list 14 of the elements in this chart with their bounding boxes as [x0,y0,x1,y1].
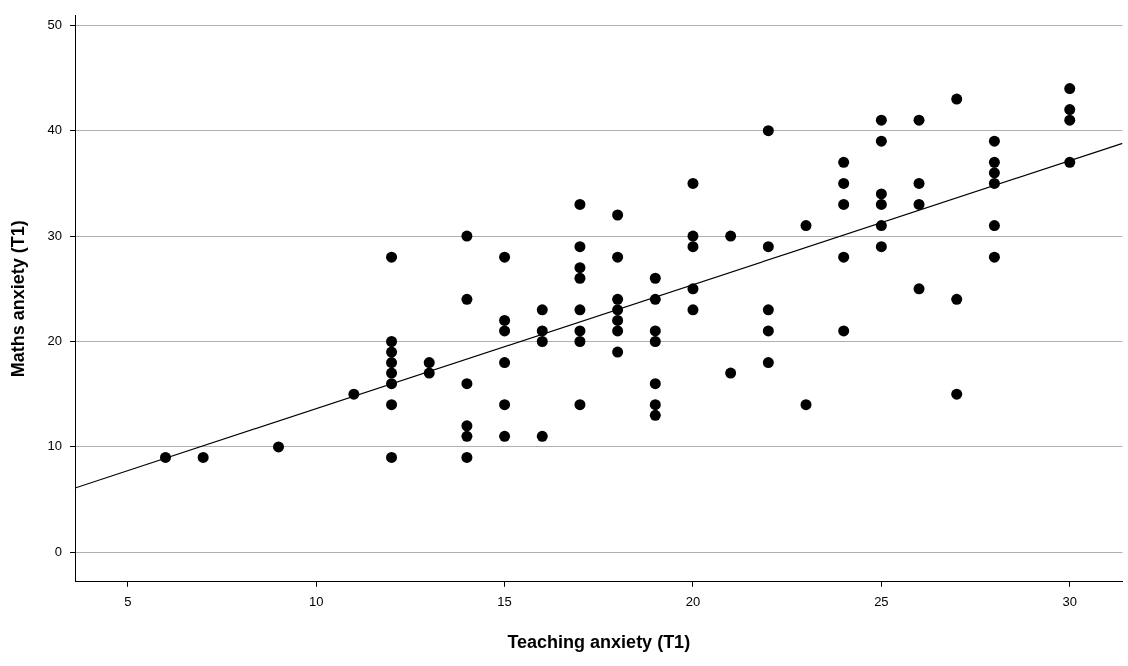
x-tick-label: 10 [308,594,324,610]
x-tick-label: 20 [685,594,701,610]
x-tick-label: 15 [497,594,512,610]
x-tick-label: 30 [1062,594,1077,610]
y-tick-label: 0 [54,543,63,559]
y-tick-label: 30 [47,227,63,243]
y-axis-title: Maths anxiety (T1) [7,220,28,378]
x-axis-title: Teaching anxiety (T1) [507,632,691,653]
x-tick-label: 5 [124,594,132,610]
y-tick-label: 40 [47,122,63,138]
y-tick-label: 20 [47,333,63,349]
y-tick-label: 50 [47,16,63,32]
y-tick-label: 10 [47,438,63,454]
x-tick-label: 25 [874,594,889,610]
